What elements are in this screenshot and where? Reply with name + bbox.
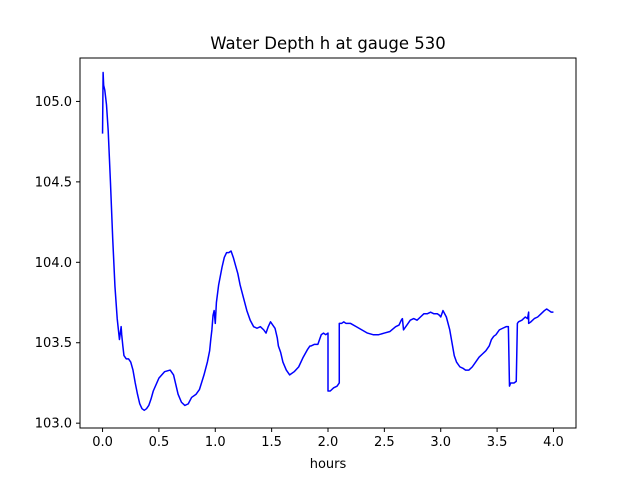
x-axis-label: hours bbox=[310, 457, 347, 472]
chart-title: Water Depth h at gauge 530 bbox=[210, 34, 445, 53]
x-tick-label: 1.0 bbox=[205, 435, 226, 450]
x-tick-label: 0.0 bbox=[92, 435, 113, 450]
x-tick-label: 2.0 bbox=[318, 435, 339, 450]
x-tick-label: 3.0 bbox=[430, 435, 451, 450]
y-axis-ticks: 103.0 103.5 104.0 104.5 105.0 bbox=[35, 95, 80, 432]
y-tick-label: 105.0 bbox=[35, 95, 72, 110]
x-tick-label: 4.0 bbox=[543, 435, 564, 450]
y-tick-label: 104.0 bbox=[35, 256, 72, 271]
y-tick-label: 104.5 bbox=[35, 175, 72, 190]
x-tick-label: 2.5 bbox=[374, 435, 395, 450]
plot-area bbox=[101, 71, 554, 412]
series-line-water-depth bbox=[101, 71, 554, 412]
x-tick-label: 3.5 bbox=[487, 435, 508, 450]
y-tick-label: 103.5 bbox=[35, 336, 72, 351]
x-axis-ticks: 0.0 0.5 1.0 1.5 2.0 2.5 3.0 3.5 4.0 bbox=[92, 428, 564, 450]
x-tick-label: 0.5 bbox=[149, 435, 170, 450]
x-tick-label: 1.5 bbox=[261, 435, 282, 450]
y-tick-label: 103.0 bbox=[35, 417, 72, 432]
